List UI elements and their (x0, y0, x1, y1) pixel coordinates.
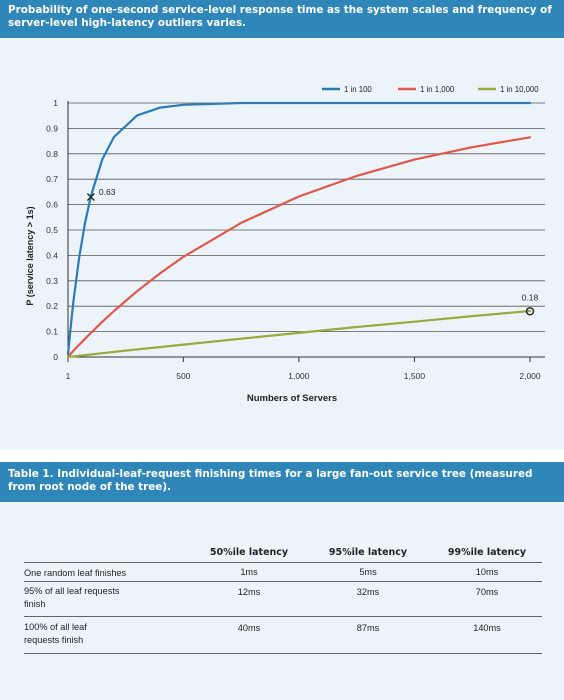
column-header: 95%ile latency (328, 547, 408, 558)
x-tick-label: 1 (66, 371, 71, 381)
table-cell: 12ms (237, 587, 261, 597)
table-panel (0, 502, 564, 700)
y-tick-label: 0 (53, 352, 58, 362)
x-tick-label: 500 (176, 371, 190, 381)
y-axis-label: P (service latency > 1s) (25, 206, 35, 305)
series-line (66, 101, 532, 356)
x-tick-labels: 1 500 1,000 1,500 2,000 (66, 371, 541, 381)
gridlines (68, 102, 545, 333)
table-rule (24, 616, 542, 617)
legend-label: 1 in 1,000 (420, 85, 455, 94)
table-rule (24, 562, 542, 563)
series-lines (66, 101, 532, 359)
y-tick-label: 0.7 (46, 174, 58, 184)
series-line (66, 309, 532, 359)
y-tick-label: 0.1 (46, 327, 58, 337)
x-tick-label: 2,000 (519, 371, 541, 381)
legend: 1 in 100 1 in 1,000 1 in 10,000 (322, 85, 539, 94)
row-label: One random leaf finishes (24, 568, 127, 578)
table-cell: 32ms (356, 587, 380, 597)
y-tick-label: 0.5 (46, 225, 58, 235)
table-title: Table 1. Individual-leaf-request finishi… (0, 462, 564, 502)
table-cell: 40ms (237, 623, 261, 633)
table-cell: 87ms (356, 623, 380, 633)
y-tick-labels: 0 0.1 0.2 0.3 0.4 0.5 0.6 0.7 0.8 0.9 1 (46, 98, 58, 362)
row-label: 100% of all leaf requests finish (24, 622, 87, 645)
y-tick-label: 1 (53, 98, 58, 108)
annotation-label: 0.18 (522, 292, 539, 302)
legend-label: 1 in 100 (344, 85, 372, 94)
column-header: 50%ile latency (209, 547, 289, 558)
row-label: 95% of all leaf requests finish (24, 586, 120, 609)
y-tick-label: 0.6 (46, 200, 58, 210)
table-cell: 140ms (473, 623, 501, 633)
table-cell: 10ms (475, 567, 499, 577)
annotations: 0.63 0.18 (86, 187, 539, 316)
x-tick-label: 1,500 (404, 371, 426, 381)
table-rule (24, 581, 542, 582)
y-tick-label: 0.8 (46, 149, 58, 159)
axes (67, 101, 545, 362)
annotation-label: 0.63 (99, 187, 116, 197)
table-cell: 5ms (359, 567, 377, 577)
annotation-marker-o (525, 307, 535, 316)
legend-label: 1 in 10,000 (500, 85, 539, 94)
figure-panel (0, 38, 564, 450)
x-tick-label: 1,000 (288, 371, 310, 381)
latency-chart: 00.10.20.30.40.50.60.70.80.91 1 500 1,000 1… (25, 85, 545, 404)
figure-caption: Probability of one-second service-level … (0, 0, 564, 38)
series-line (66, 136, 532, 358)
table-cell: 1ms (240, 567, 258, 577)
table-cell: 70ms (475, 587, 499, 597)
table-rule (24, 653, 542, 654)
annotation-marker-x (86, 193, 95, 201)
y-tick-label: 0.2 (46, 301, 58, 311)
column-header: 99%ile latency (447, 547, 527, 558)
x-axis-label: Numbers of Servers (247, 393, 337, 404)
y-tick-label: 0.9 (46, 123, 58, 133)
y-tick-label: 0.4 (46, 250, 58, 260)
y-tick-label: 0.3 (46, 276, 58, 286)
